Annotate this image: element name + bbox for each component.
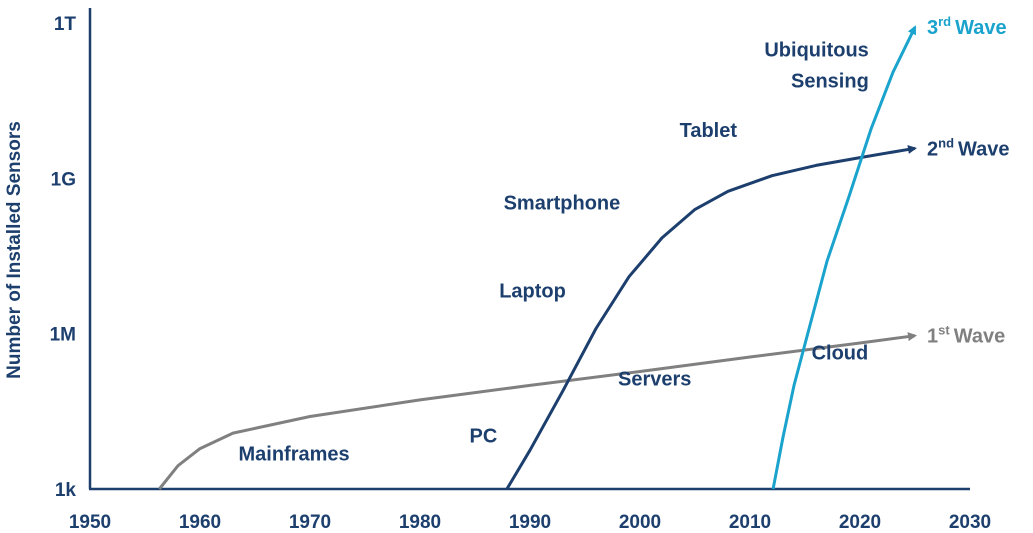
legend-label-wave-3: 3rd Wave bbox=[927, 14, 1007, 39]
x-tick-label: 1980 bbox=[399, 512, 441, 533]
wave-labels: 1st Wave 2nd Wave 3rd Wave bbox=[927, 14, 1010, 348]
annotation-label: Mainframes bbox=[239, 444, 350, 466]
wave-word: Wave bbox=[955, 17, 1007, 39]
series-line-wave-1 bbox=[158, 332, 917, 490]
wave-ordinal: 3 bbox=[927, 17, 938, 39]
wave-ordinal-suffix: nd bbox=[938, 135, 954, 150]
annotation-label: Cloud bbox=[812, 343, 869, 365]
annotation-label: Smartphone bbox=[504, 192, 621, 214]
x-ticks: 1950 1960 1970 1980 1990 2000 2010 2020 2030 bbox=[69, 512, 991, 533]
x-tick-label: 1950 bbox=[69, 512, 111, 533]
wave-word: Wave bbox=[958, 138, 1010, 160]
series-line-wave-3 bbox=[771, 25, 917, 490]
x-tick-label: 2000 bbox=[619, 512, 661, 533]
y-tick-label: 1G bbox=[51, 169, 76, 190]
x-tick-label: 2030 bbox=[949, 512, 991, 533]
x-tick-label: 2020 bbox=[839, 512, 881, 533]
annotation-label: Ubiquitous bbox=[764, 40, 868, 62]
y-tick-label: 1M bbox=[50, 325, 76, 346]
legend-label-wave-2: 2nd Wave bbox=[927, 135, 1010, 160]
wave-ordinal-suffix: st bbox=[938, 323, 950, 338]
x-tick-label: 1960 bbox=[179, 512, 221, 533]
x-tick-label: 1990 bbox=[509, 512, 551, 533]
annotation-label: Tablet bbox=[680, 120, 738, 142]
x-tick-label: 1970 bbox=[289, 512, 331, 533]
x-tick-label: 2010 bbox=[729, 512, 771, 533]
y-axis-label: Number of Installed Sensors bbox=[4, 121, 25, 379]
wave-ordinal: 1 bbox=[927, 326, 938, 348]
annotation-label: PC bbox=[470, 425, 498, 447]
series-line-wave-2 bbox=[505, 145, 917, 490]
y-ticks: 1k 1M 1G 1T bbox=[50, 14, 77, 501]
y-tick-label: 1k bbox=[55, 480, 77, 501]
annotation-label: Laptop bbox=[499, 280, 566, 302]
series-lines bbox=[158, 25, 917, 490]
wave-ordinal: 2 bbox=[927, 138, 938, 160]
y-tick-label: 1T bbox=[54, 14, 77, 35]
legend-label-wave-1: 1st Wave bbox=[927, 323, 1005, 348]
wave-ordinal-suffix: rd bbox=[938, 14, 951, 29]
annotation-label: Servers bbox=[618, 368, 691, 390]
annotations: Mainframes PC Laptop Smartphone Tablet Server… bbox=[239, 40, 869, 466]
wave-word: Wave bbox=[954, 326, 1006, 348]
annotation-label: Sensing bbox=[791, 71, 869, 93]
